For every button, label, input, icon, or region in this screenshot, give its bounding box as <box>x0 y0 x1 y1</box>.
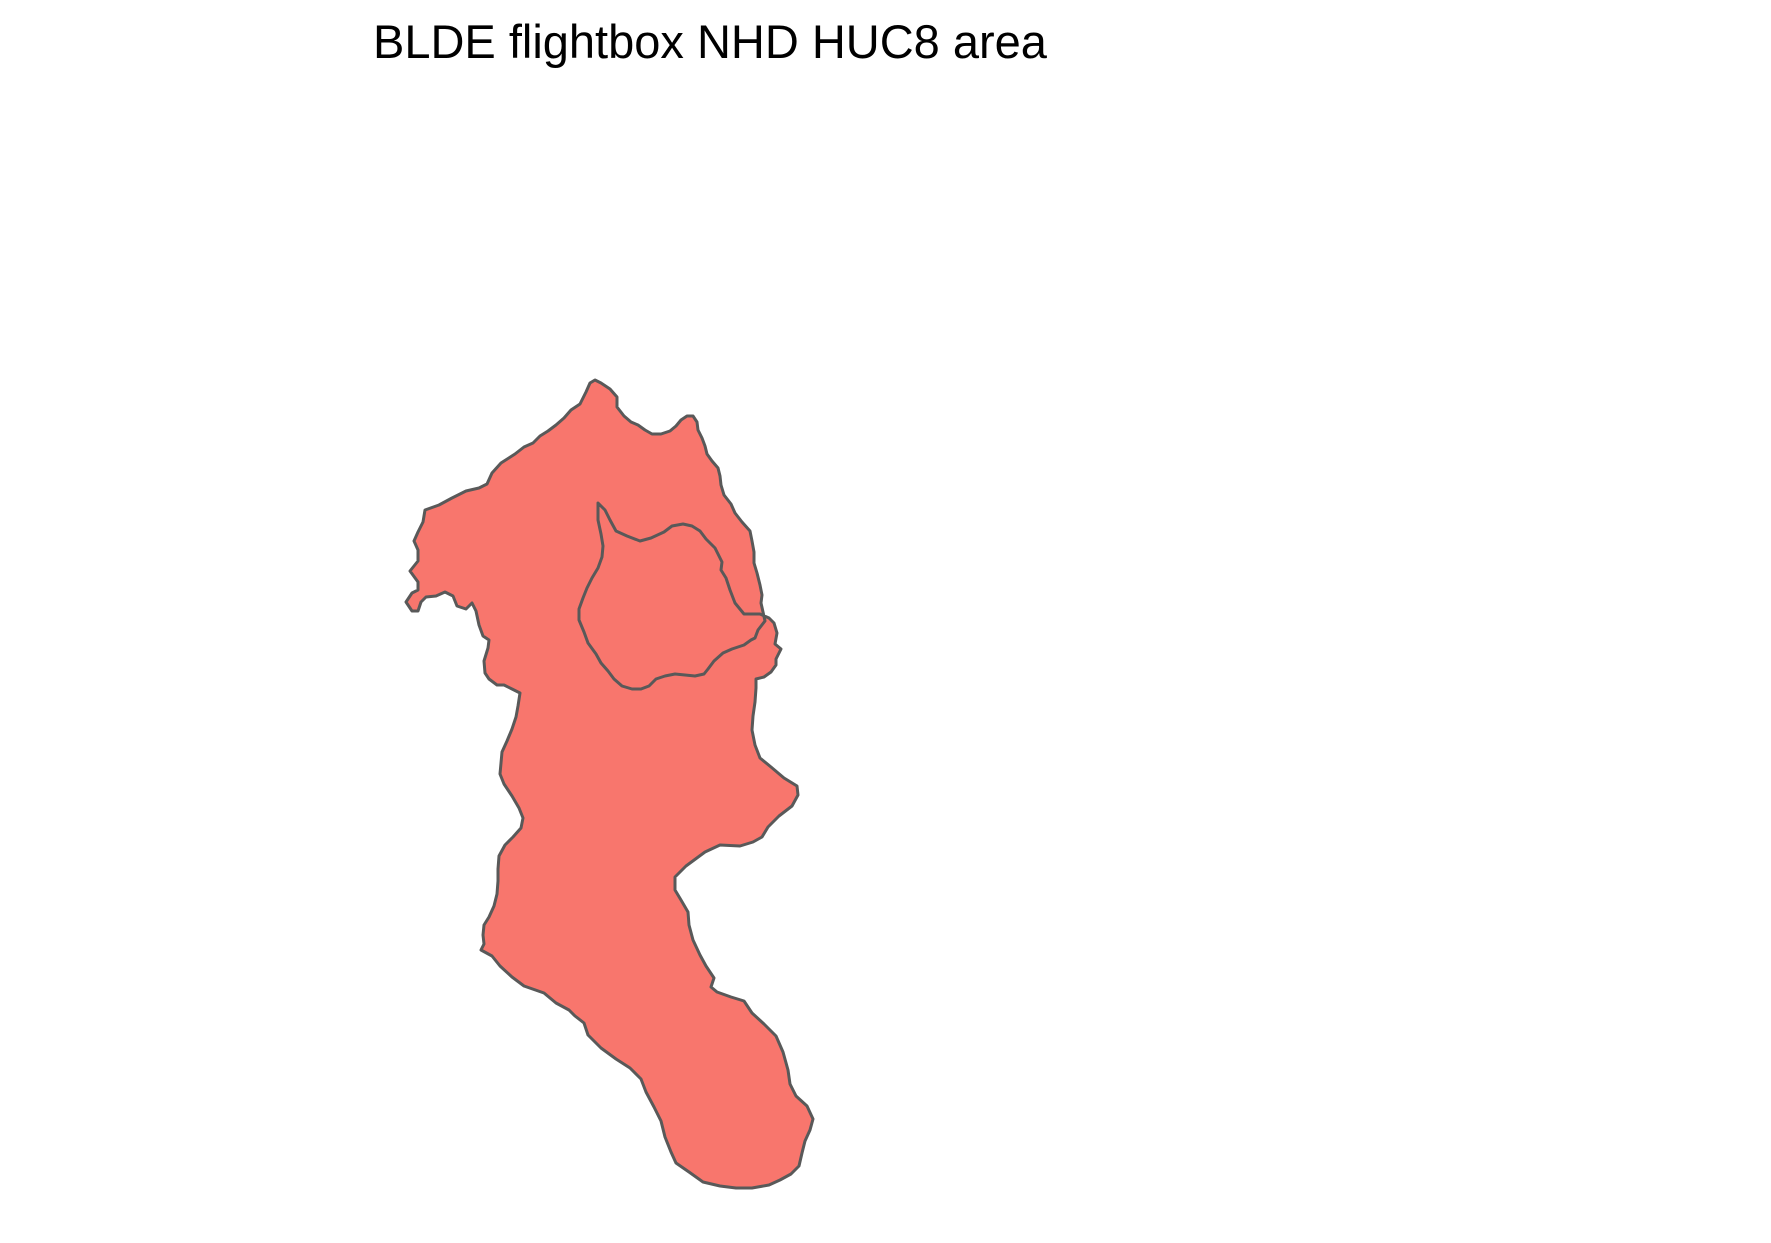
huc8-layer <box>0 0 1771 1243</box>
